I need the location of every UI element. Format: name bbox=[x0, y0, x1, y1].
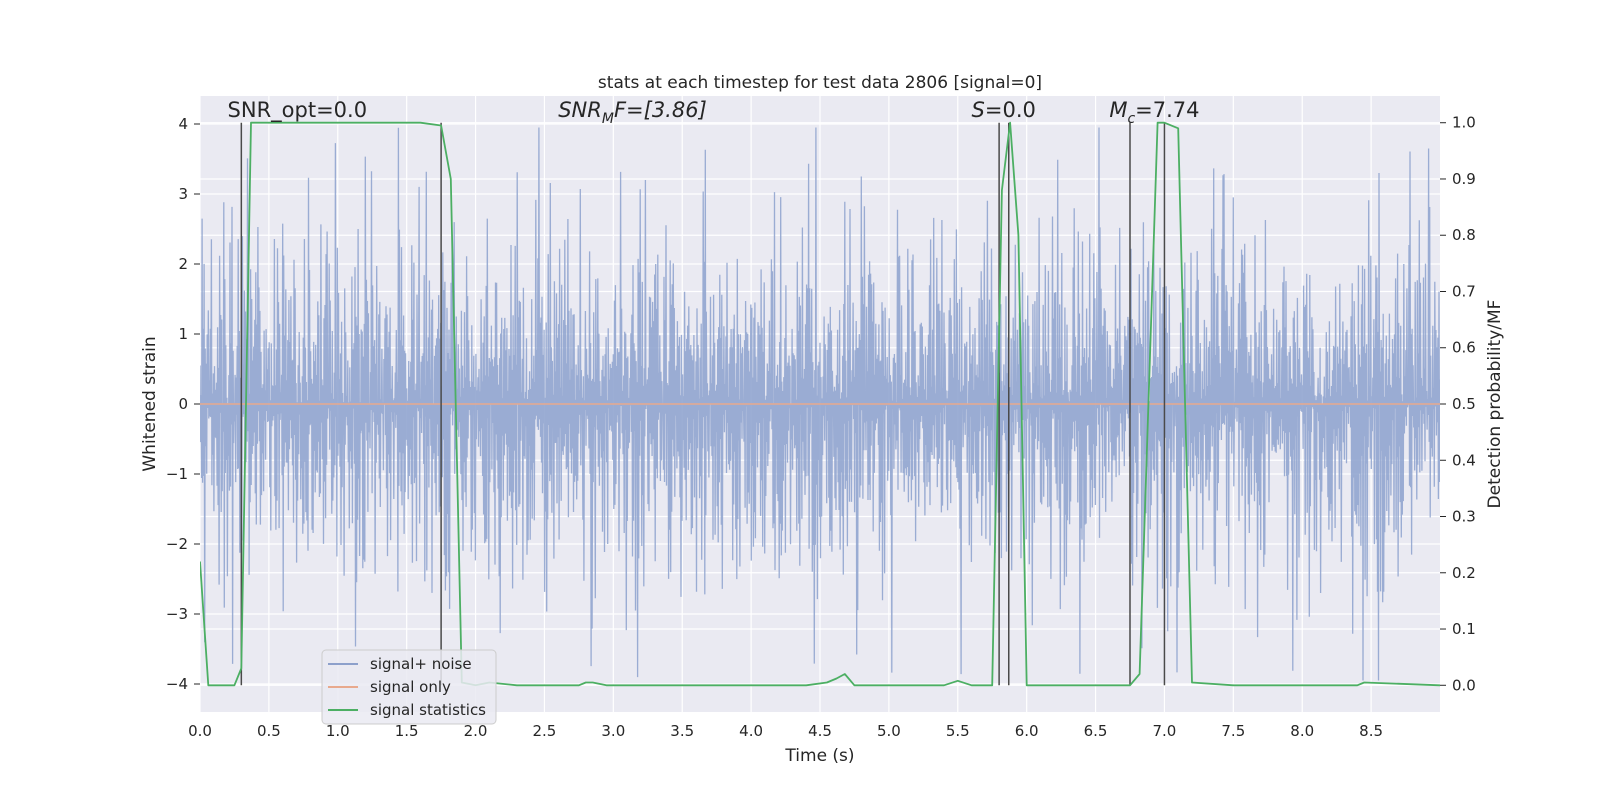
y2-tick-label: 0.8 bbox=[1452, 226, 1476, 244]
series-line-signal-noise bbox=[200, 127, 1440, 681]
x-tick-label: 3.0 bbox=[601, 722, 625, 740]
x-tick-label: 8.5 bbox=[1359, 722, 1383, 740]
annotation-s-prefix: S bbox=[972, 98, 985, 122]
annotation-snr-opt: SNR_opt=0.0 bbox=[228, 98, 368, 123]
x-tick-label: 7.5 bbox=[1221, 722, 1245, 740]
y-tick-label: 0 bbox=[178, 395, 188, 413]
axis-ticks: 0.0 0.5 1.0 1.5 2.0 2.5 3.0 3.5 4.0 4.5 5.0 5.5 6.0 6… bbox=[166, 114, 1476, 740]
y2-tick-label: 1.0 bbox=[1452, 114, 1476, 132]
annotation-s-suffix: =0.0 bbox=[985, 98, 1036, 122]
y2-tick-label: 0.1 bbox=[1452, 620, 1476, 638]
legend-box bbox=[321, 649, 497, 725]
x-axis-label: Time (s) bbox=[784, 746, 854, 766]
x-tick-label: 6.5 bbox=[1084, 722, 1108, 740]
y2-tick-label: 0.2 bbox=[1452, 564, 1476, 582]
y2-tick-label: 0.4 bbox=[1452, 451, 1476, 469]
x-tick-label: 0.5 bbox=[257, 722, 281, 740]
legend-label-signal-only: signal only bbox=[370, 678, 451, 696]
y2-tick-label: 0.7 bbox=[1452, 282, 1476, 300]
y-tick-label: 1 bbox=[178, 325, 188, 343]
y2-tick-label: 0.3 bbox=[1452, 508, 1476, 526]
y-tick-label: 3 bbox=[178, 185, 188, 203]
x-tick-label: 0.0 bbox=[188, 722, 212, 740]
y-tick-label: 2 bbox=[178, 255, 188, 273]
y-tick-label: −4 bbox=[166, 675, 188, 693]
y2-axis-label: Detection probability/MF bbox=[1485, 300, 1505, 509]
x-tick-label: 5.5 bbox=[946, 722, 970, 740]
annotation-snr-mf-sub: M bbox=[602, 111, 614, 127]
series-line-signal-statistics bbox=[200, 121, 1440, 687]
legend-label-signal-noise: signal+ noise bbox=[370, 655, 472, 673]
annotation-snr-mf-suffix: F=[3.86] bbox=[614, 98, 707, 122]
x-tick-label: 8.0 bbox=[1290, 722, 1314, 740]
annotation-snr-mf-prefix: SNR bbox=[558, 98, 602, 122]
x-tick-label: 7.0 bbox=[1153, 722, 1177, 740]
y-tick-label: 4 bbox=[178, 115, 188, 133]
y-tick-label: −1 bbox=[166, 465, 188, 483]
annotation-mc-sub: c bbox=[1127, 111, 1135, 127]
y2-tick-label: 0.6 bbox=[1452, 339, 1476, 357]
x-tick-label: 2.0 bbox=[464, 722, 488, 740]
marker-lines bbox=[240, 122, 1166, 686]
x-tick-label: 2.5 bbox=[533, 722, 557, 740]
x-tick-label: 3.5 bbox=[670, 722, 694, 740]
x-tick-label: 1.5 bbox=[395, 722, 419, 740]
annotation-mc-prefix: M bbox=[1109, 98, 1127, 122]
annotation-mc: Mc=7.74 bbox=[1109, 98, 1199, 127]
annotation-snr-mf: SNRMF=[3.86] bbox=[558, 98, 707, 127]
x-tick-label: 4.5 bbox=[808, 722, 832, 740]
statistics-series bbox=[200, 121, 1440, 687]
x-tick-label: 4.0 bbox=[739, 722, 763, 740]
y2-tick-label: 0.9 bbox=[1452, 170, 1476, 188]
y2-tick-label: 0.0 bbox=[1452, 676, 1476, 694]
legend-label-signal-statistics: signal statistics bbox=[370, 701, 486, 719]
legend: signal+ noise signal only signal statist… bbox=[321, 649, 497, 725]
chart-title: stats at each timestep for test data 280… bbox=[598, 73, 1042, 93]
annotations: SNR_opt=0.0 SNRMF=[3.86] S=0.0 Mc=7.74 bbox=[228, 98, 1200, 127]
x-tick-label: 5.0 bbox=[877, 722, 901, 740]
y-tick-label: −2 bbox=[166, 535, 188, 553]
y-axis-label: Whitened strain bbox=[140, 336, 160, 471]
annotation-mc-suffix: =7.74 bbox=[1135, 98, 1199, 122]
x-tick-label: 1.0 bbox=[326, 722, 350, 740]
y-tick-label: −3 bbox=[166, 605, 188, 623]
y2-tick-label: 0.5 bbox=[1452, 395, 1476, 413]
annotation-s: S=0.0 bbox=[972, 98, 1036, 122]
x-tick-label: 6.0 bbox=[1015, 722, 1039, 740]
noise-series bbox=[200, 127, 1440, 681]
